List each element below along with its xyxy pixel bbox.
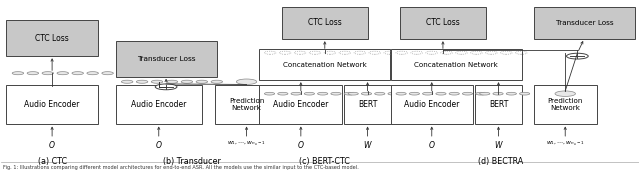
FancyBboxPatch shape xyxy=(534,7,635,39)
Text: $W$: $W$ xyxy=(363,138,372,149)
FancyBboxPatch shape xyxy=(282,7,368,39)
Text: CTC Loss: CTC Loss xyxy=(426,18,460,27)
Circle shape xyxy=(449,92,460,95)
Circle shape xyxy=(479,92,490,95)
Circle shape xyxy=(264,92,275,95)
Text: Audio Encoder: Audio Encoder xyxy=(273,100,328,109)
FancyBboxPatch shape xyxy=(344,85,392,124)
Circle shape xyxy=(151,80,163,83)
Circle shape xyxy=(87,72,99,75)
Circle shape xyxy=(436,92,446,95)
Text: (b) Transducer: (b) Transducer xyxy=(163,157,221,166)
Circle shape xyxy=(156,84,177,90)
Circle shape xyxy=(409,92,419,95)
Circle shape xyxy=(344,92,355,95)
Circle shape xyxy=(181,80,193,83)
Circle shape xyxy=(291,92,301,95)
Text: Audio Encoder: Audio Encoder xyxy=(404,100,460,109)
Circle shape xyxy=(374,92,385,95)
Text: CTC Loss: CTC Loss xyxy=(35,34,69,43)
FancyBboxPatch shape xyxy=(259,49,390,80)
Circle shape xyxy=(122,80,133,83)
Circle shape xyxy=(27,72,38,75)
FancyBboxPatch shape xyxy=(391,49,522,80)
Text: Transducer Loss: Transducer Loss xyxy=(137,56,195,62)
Text: Audio Encoder: Audio Encoder xyxy=(24,100,80,109)
Text: $O$: $O$ xyxy=(428,138,436,149)
Text: $W$: $W$ xyxy=(493,138,504,149)
FancyBboxPatch shape xyxy=(6,85,99,124)
FancyBboxPatch shape xyxy=(475,85,522,124)
Circle shape xyxy=(331,92,341,95)
Text: Prediction
Network: Prediction Network xyxy=(548,98,583,111)
Circle shape xyxy=(304,92,314,95)
FancyBboxPatch shape xyxy=(259,85,342,124)
FancyBboxPatch shape xyxy=(534,85,596,124)
Circle shape xyxy=(506,92,516,95)
Text: Transducer Loss: Transducer Loss xyxy=(556,20,613,26)
Circle shape xyxy=(476,92,486,95)
Circle shape xyxy=(236,79,257,84)
Text: Audio Encoder: Audio Encoder xyxy=(131,100,186,109)
Circle shape xyxy=(422,92,433,95)
Circle shape xyxy=(57,72,68,75)
Text: BERT: BERT xyxy=(489,100,508,109)
Circle shape xyxy=(520,92,530,95)
Text: (c) BERT-CTC: (c) BERT-CTC xyxy=(299,157,350,166)
Text: $O$: $O$ xyxy=(297,138,305,149)
FancyBboxPatch shape xyxy=(391,85,472,124)
Text: Concatenation Network: Concatenation Network xyxy=(415,62,498,68)
Circle shape xyxy=(72,72,83,75)
Text: $O$: $O$ xyxy=(48,138,56,149)
Text: Prediction
Network: Prediction Network xyxy=(229,98,264,111)
Text: (d) BECTRA: (d) BECTRA xyxy=(478,157,524,166)
Text: BERT: BERT xyxy=(358,100,377,109)
FancyBboxPatch shape xyxy=(6,20,99,56)
FancyBboxPatch shape xyxy=(116,85,202,124)
Circle shape xyxy=(136,80,148,83)
Circle shape xyxy=(362,92,372,95)
FancyBboxPatch shape xyxy=(400,7,486,39)
Circle shape xyxy=(463,92,472,95)
Text: $w_1,\cdots,w_{n_u-1}$: $w_1,\cdots,w_{n_u-1}$ xyxy=(546,140,584,148)
Circle shape xyxy=(566,53,588,59)
Text: $w_1,\cdots,w_{n_u-1}$: $w_1,\cdots,w_{n_u-1}$ xyxy=(227,140,266,148)
FancyBboxPatch shape xyxy=(214,85,278,124)
Text: Concatenation Network: Concatenation Network xyxy=(283,62,367,68)
Circle shape xyxy=(388,92,398,95)
Circle shape xyxy=(12,72,24,75)
Text: (a) CTC: (a) CTC xyxy=(38,157,67,166)
Circle shape xyxy=(166,80,178,83)
Circle shape xyxy=(396,92,406,95)
Circle shape xyxy=(348,92,358,95)
Circle shape xyxy=(278,92,288,95)
Circle shape xyxy=(42,72,54,75)
Text: Fig. 1: Illustrations comparing different model architectures for end-to-end ASR: Fig. 1: Illustrations comparing differen… xyxy=(3,165,358,170)
Circle shape xyxy=(102,72,113,75)
FancyBboxPatch shape xyxy=(116,41,216,77)
Text: CTC Loss: CTC Loss xyxy=(308,18,342,27)
Circle shape xyxy=(555,91,575,96)
Circle shape xyxy=(493,92,503,95)
Circle shape xyxy=(317,92,328,95)
Circle shape xyxy=(211,80,223,83)
Circle shape xyxy=(196,80,207,83)
Text: $O$: $O$ xyxy=(155,138,163,149)
